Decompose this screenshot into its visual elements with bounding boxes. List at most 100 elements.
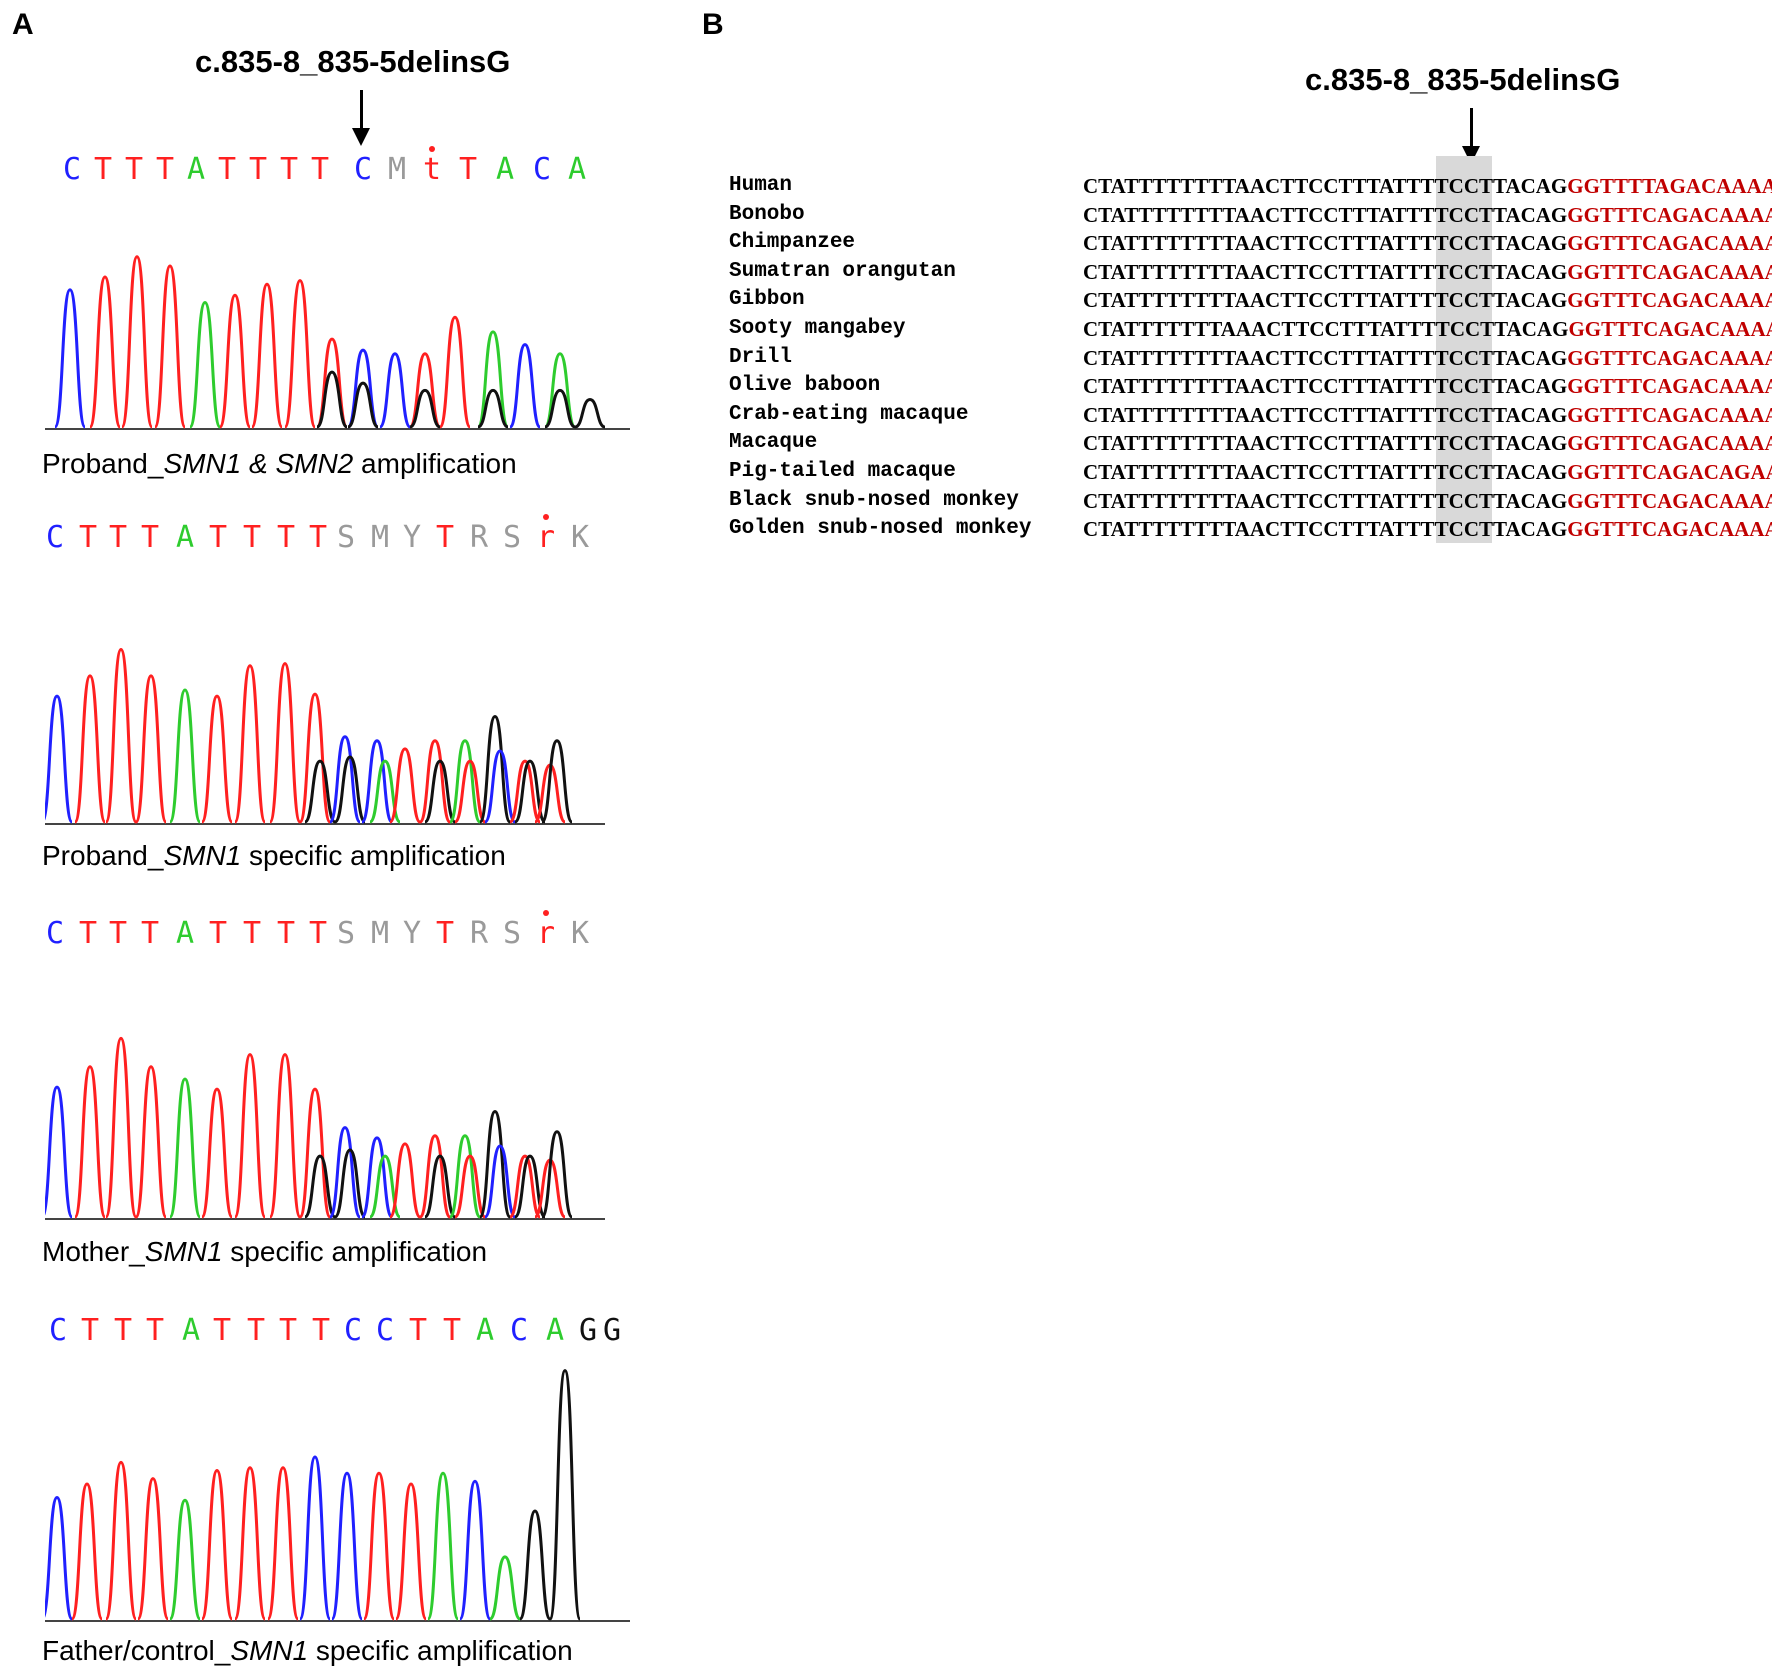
chromatogram-peak	[88, 275, 122, 429]
chromatogram-peak	[476, 330, 510, 429]
base-call: A	[176, 520, 195, 555]
chromatogram-peak	[448, 1134, 482, 1219]
chromatogram-peak	[483, 1144, 517, 1219]
base-call: R	[470, 916, 489, 951]
chromatogram-peak	[104, 1036, 138, 1219]
species-name: Olive baboon	[729, 374, 881, 398]
chromatogram-peak	[426, 1471, 460, 1621]
chromatogram-peak	[388, 1142, 422, 1219]
chromatogram-peak	[409, 388, 441, 429]
chromatogram-peak	[315, 370, 349, 429]
base-call: A	[496, 152, 515, 187]
base-call: T	[249, 152, 268, 187]
chromatogram-peak	[333, 755, 367, 824]
chromatogram-peak	[453, 1154, 487, 1219]
base-call: T	[79, 520, 98, 555]
chromatogram-peak	[540, 739, 574, 824]
chromatogram-peak	[328, 1126, 362, 1219]
species-name: Chimpanzee	[729, 231, 856, 255]
aligned-sequence: CTATTTTTTTTAACTTCCTTTATTTTCCTTACAGGGTTTC…	[1083, 459, 1772, 484]
chromatogram-peak	[347, 381, 379, 429]
base-call: T	[247, 1313, 266, 1348]
chromatogram-peak	[134, 1065, 168, 1219]
chromatogram-peak	[388, 747, 422, 824]
chromatogram-peak	[298, 692, 332, 824]
species-name: Pig-tailed macaque	[729, 459, 956, 483]
panel-b-mutation-label: c.835-8_835-5delinsG	[1305, 62, 1621, 97]
species-name: Bonobo	[729, 202, 805, 226]
marked-call-dot	[543, 514, 549, 520]
chromatogram-peak	[104, 1460, 138, 1621]
base-call: C	[344, 1313, 363, 1348]
base-call: T	[141, 916, 160, 951]
base-call: T	[81, 1313, 100, 1348]
base-call: G	[579, 1313, 598, 1348]
chromatogram-peak	[45, 1085, 74, 1219]
base-call: A	[568, 152, 587, 187]
base-call: C	[354, 152, 373, 187]
chromatogram-peak	[268, 662, 302, 824]
species-name: Drill	[729, 345, 793, 369]
aligned-sequence: CTATTTTTTTAAACTTCCTTTATTTTCCTTACAGGGTTTC…	[1083, 316, 1772, 341]
base-call: T	[459, 152, 478, 187]
chromatogram-peak	[418, 1134, 452, 1219]
chromatogram-peak	[233, 664, 267, 824]
base-call: T	[243, 520, 262, 555]
chromatogram-peak	[362, 1471, 396, 1621]
chromatogram-peak	[168, 688, 202, 824]
chromatogram-peak	[303, 759, 337, 824]
aligned-sequence: CTATTTTTTTTAACTTCCTTTATTTTCCTTACAGGGTTTC…	[1083, 231, 1772, 256]
chromatogram-peak	[250, 282, 284, 429]
base-call: R	[470, 520, 489, 555]
sequence-column: CTATTTTTTTTAACTTCCTTTATTTTCCTTACAGGGTTTT…	[1083, 172, 1772, 544]
chromatogram-peak	[134, 674, 168, 824]
base-call: T	[277, 520, 296, 555]
chromatogram-peak	[266, 1466, 300, 1621]
base-call: S	[503, 916, 522, 951]
chromatogram-peak	[360, 739, 394, 824]
chromatogram-peak	[438, 315, 472, 429]
species-name: Gibbon	[729, 288, 805, 312]
base-call: Y	[403, 520, 422, 555]
conserved-region-highlight	[1436, 156, 1492, 543]
chromatogram-peak	[283, 279, 317, 429]
base-call: T	[209, 520, 228, 555]
species-name: Sooty mangabey	[729, 316, 906, 340]
chromatogram-peak	[518, 1509, 552, 1621]
chromatogram-peak	[360, 1136, 394, 1219]
chromatogram-peak	[458, 1479, 492, 1621]
base-call: C	[63, 152, 82, 187]
aligned-sequence: CTATTTTTTTTAACTTCCTTTATTTTCCTTACAGGGTTTT…	[1083, 174, 1772, 198]
aligned-sequence: CTATTTTTTTTAACTTCCTTTATTTTCCTTACAGGGTTTC…	[1083, 517, 1772, 542]
chromatogram-peak	[328, 735, 362, 824]
trace-4-caption: Father/control_SMN1 specific amplificati…	[42, 1635, 573, 1666]
base-call: M	[388, 152, 407, 187]
trace-2-chromatogram	[45, 647, 605, 825]
chromatogram-peak	[298, 1087, 332, 1219]
aligned-sequence: CTATTTTTTTTAACTTCCTTTATTTTCCTTACAGGGTTTC…	[1083, 402, 1772, 427]
chromatogram-peak	[330, 1471, 364, 1621]
base-call: C	[46, 520, 65, 555]
base-call: A	[546, 1313, 565, 1348]
base-call: C	[46, 916, 65, 951]
chromatogram-peak	[418, 739, 452, 824]
base-call: T	[436, 520, 455, 555]
chromatogram-peak	[488, 1555, 522, 1621]
base-call: S	[503, 520, 522, 555]
chromatogram-peak	[394, 1482, 428, 1621]
base-call: M	[371, 916, 390, 951]
species-name: Black snub-nosed monkey	[729, 488, 1019, 512]
base-call: T	[436, 916, 455, 951]
base-call: C	[49, 1313, 68, 1348]
chromatogram-peak	[45, 694, 74, 824]
trace-2-caption: Proband_SMN1 specific amplification	[42, 840, 506, 871]
base-call: T	[79, 916, 98, 951]
base-call: K	[571, 520, 590, 555]
chromatogram-peak	[233, 1466, 267, 1621]
chromatogram-peak	[508, 1154, 542, 1219]
aligned-sequence: CTATTTTTTTTAACTTCCTTTATTTTCCTTACAGGGTTTC…	[1083, 345, 1772, 370]
chromatogram-peak	[477, 388, 509, 429]
species-name: Golden snub-nosed monkey	[729, 517, 1032, 541]
